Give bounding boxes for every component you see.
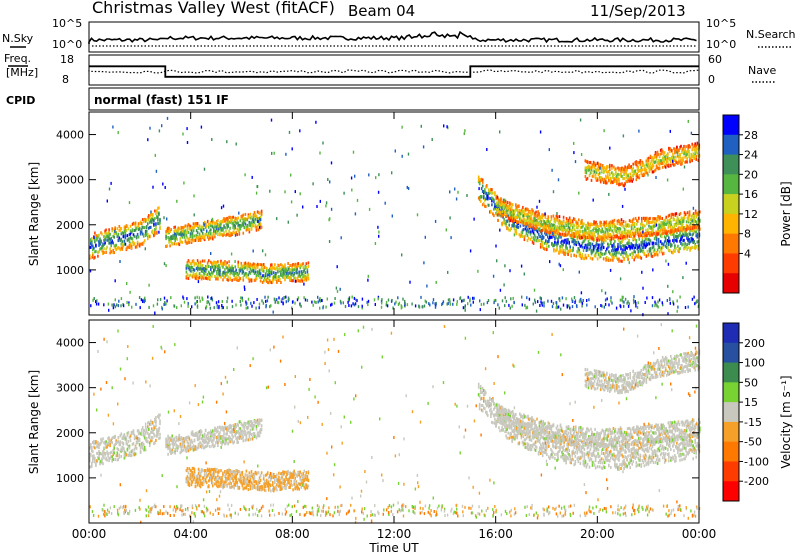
nave-label: Nave — [748, 64, 776, 77]
power-colorbar-tick: 4 — [744, 247, 751, 260]
power-echo-band — [165, 209, 263, 248]
power-colorbar-swatch — [723, 213, 739, 235]
power-colorbar-tick: 28 — [744, 129, 758, 142]
velocity-echo-band — [185, 466, 310, 493]
power-colorbar-swatch — [723, 154, 739, 175]
velocity-ytick-label: 4000 — [56, 337, 84, 350]
power-colorbar-tick: 24 — [744, 149, 758, 162]
power-echo-band — [495, 196, 701, 242]
power-colorbar-label: Power [dB] — [779, 181, 793, 246]
power-colorbar-swatch — [723, 174, 739, 195]
time-tick-label: 00:00 — [72, 527, 107, 541]
time-tick-label: 00:00 — [682, 527, 717, 541]
freq-trace — [89, 65, 699, 78]
freq-strip: Freq. [MHz] 18 8 60 0 Nave — [4, 52, 776, 86]
velocity-ytick-label: 2000 — [56, 427, 84, 440]
time-tick-label: 08:00 — [275, 527, 310, 541]
power-panel: 4000 3000 2000 1000 Slant Range [km] 28 24 20… — [27, 111, 793, 317]
power-ytick-label: 2000 — [56, 219, 84, 232]
time-tick-label: 12:00 — [377, 527, 412, 541]
velocity-echo-band — [165, 418, 263, 456]
freq-unit: [MHz] — [6, 66, 38, 79]
station-title: Christmas Valley West (fitACF) — [92, 0, 335, 17]
velocity-colorbar-swatch — [723, 323, 739, 344]
power-ytick-label: 4000 — [56, 129, 84, 142]
cpid-label: CPID — [6, 94, 35, 107]
velocity-colorbar-swatch — [723, 441, 739, 462]
power-heatmap — [89, 112, 701, 317]
velocity-echo-band — [495, 403, 701, 450]
freq-tick-bottom: 8 — [62, 73, 69, 86]
nave-tick-top: 60 — [708, 53, 722, 66]
power-colorbar-swatch — [723, 115, 739, 136]
power-echo-band — [584, 141, 701, 188]
velocity-panel: 4000 3000 2000 1000 Slant Range [km] 200 100… — [27, 319, 793, 524]
time-axis: 00:00 04:00 08:00 12:00 16:00 20:00 00:00 — [72, 527, 717, 541]
velocity-colorbar-tick: 200 — [744, 337, 765, 350]
power-echo-band — [185, 259, 310, 285]
cpid-value: normal (fast) 151 IF — [94, 93, 229, 107]
power-colorbar-swatch — [723, 253, 739, 274]
velocity-colorbar-swatch — [723, 461, 739, 482]
power-yaxis: 4000 3000 2000 1000 — [56, 112, 700, 315]
power-sparse-echoes — [89, 116, 700, 317]
velocity-colorbar-swatch — [723, 402, 739, 423]
time-tick-label: 04:00 — [173, 527, 208, 541]
power-colorbar-tick: 12 — [744, 208, 758, 221]
velocity-ytick-label: 3000 — [56, 382, 84, 395]
power-ylabel: Slant Range [km] — [27, 162, 41, 266]
velocity-colorbar-label: Velocity [m s⁻¹] — [779, 375, 793, 468]
freq-tick-top: 18 — [60, 53, 74, 66]
power-echo-band — [89, 206, 161, 260]
velocity-yaxis: 4000 3000 2000 1000 — [56, 320, 700, 523]
velocity-ylabel: Slant Range [km] — [27, 370, 41, 474]
nsky-label: N.Sky — [2, 32, 34, 45]
power-colorbar-swatch — [723, 134, 739, 156]
velocity-colorbar-tick: -200 — [744, 475, 769, 488]
velocity-colorbar-swatch — [723, 342, 739, 364]
nsearch-tick-top: 10^5 — [706, 17, 736, 30]
time-tick-label: 16:00 — [478, 527, 513, 541]
velocity-colorbar-swatch — [723, 382, 739, 403]
nsearch-label: N.Search — [746, 28, 796, 41]
velocity-colorbar-tick: -15 — [744, 416, 762, 429]
power-colorbar-swatch — [723, 273, 739, 294]
power-colorbar-swatch — [723, 233, 739, 254]
velocity-colorbar-swatch — [723, 481, 739, 502]
power-colorbar-tick: 20 — [744, 168, 758, 181]
power-ytick-label: 3000 — [56, 174, 84, 187]
velocity-colorbar-tick: -50 — [744, 436, 762, 449]
power-colorbar-tick: 8 — [744, 228, 751, 241]
power-colorbar-swatch — [723, 194, 739, 215]
velocity-colorbar-tick: 100 — [744, 357, 765, 370]
beam-label: Beam 04 — [348, 2, 415, 20]
power-ytick-label: 1000 — [56, 264, 84, 277]
nave-trace — [88, 69, 700, 74]
velocity-colorbar-swatch — [723, 362, 739, 383]
nsky-tick-top: 10^5 — [52, 17, 82, 30]
velocity-ytick-label: 1000 — [56, 472, 84, 485]
date-label: 11/Sep/2013 — [590, 2, 686, 20]
nsky-trace — [88, 30, 697, 44]
velocity-sparse-echoes — [89, 323, 701, 524]
velocity-colorbar-tick: -100 — [744, 455, 769, 468]
velocity-colorbar-swatch — [723, 421, 739, 443]
nsky-tick-bottom: 10^0 — [52, 38, 82, 51]
nsearch-tick-bottom: 10^0 — [706, 38, 736, 51]
velocity-colorbar: 200 100 50 15 -15 -50 -100 -200 — [722, 322, 769, 502]
power-colorbar: 28 24 20 16 12 8 4 — [722, 114, 758, 294]
power-colorbar-tick: 16 — [744, 188, 758, 201]
velocity-heatmap — [89, 320, 701, 524]
xaxis-label: Time UT — [368, 541, 419, 554]
velocity-echo-band — [584, 349, 701, 395]
velocity-colorbar-tick: 15 — [744, 396, 758, 409]
velocity-colorbar-tick: 50 — [744, 376, 758, 389]
nave-tick-bottom: 0 — [708, 73, 715, 86]
nsky-strip: N.Sky 10^5 10^0 10^5 10^0 N.Search — [2, 17, 796, 53]
time-tick-label: 20:00 — [580, 527, 615, 541]
freq-label: Freq. — [4, 52, 31, 65]
